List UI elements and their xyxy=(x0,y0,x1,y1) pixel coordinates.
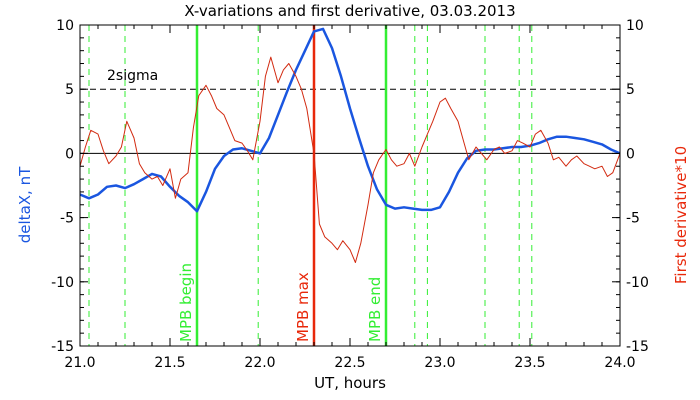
threshold-label: 2sigma xyxy=(107,68,158,84)
y-tick-label-left: -5 xyxy=(60,211,74,227)
y-tick-label-left: 0 xyxy=(65,146,74,162)
y-tick-label-right: -10 xyxy=(626,275,649,291)
axes: 21.0 21.5 22.0 22.5 23.0 23.5 24.0 10 10 5 5 0 0 -5 -5… xyxy=(51,18,649,371)
x-tick-label: 23.0 xyxy=(424,355,455,371)
plot-frame xyxy=(79,24,621,347)
event-marker-label: MPB begin xyxy=(177,263,195,342)
y-tick-label-left: -10 xyxy=(51,275,74,291)
event-marker-label: MPB end xyxy=(366,277,384,342)
y-tick-label-right: 5 xyxy=(626,82,635,98)
y-tick-label-right: -5 xyxy=(626,211,640,227)
y-tick-label-left: 5 xyxy=(65,82,74,98)
y-tick-label-right: 10 xyxy=(626,18,644,34)
chart-title: X-variations and first derivative, 03.03… xyxy=(184,2,515,20)
y-tick-label-left: -15 xyxy=(51,339,74,355)
reference-lines xyxy=(80,88,620,154)
event-marker-label: MPB max xyxy=(294,272,312,342)
x-tick-label: 21.0 xyxy=(64,355,95,371)
y-axis-label-left: deltaX, nT xyxy=(16,166,34,243)
deltax-series-line xyxy=(79,27,621,213)
y-tick-label-right: 0 xyxy=(626,146,635,162)
x-tick-label: 22.0 xyxy=(244,355,275,371)
x-tick-label: 24.0 xyxy=(604,355,635,371)
y-axis-label-right: First derivative*10 xyxy=(672,146,690,284)
y-tick-label-right: -15 xyxy=(626,339,649,355)
y-tick-label-left: 10 xyxy=(56,18,74,34)
x-tick-label: 21.5 xyxy=(154,355,185,371)
x-axis-label: UT, hours xyxy=(314,374,386,392)
derivative-series-line xyxy=(79,56,621,263)
x-tick-label: 22.5 xyxy=(334,355,365,371)
series-lines xyxy=(79,27,621,263)
event-markers: MPB begin MPB max MPB end xyxy=(88,25,533,346)
x-tick-label: 23.5 xyxy=(514,355,545,371)
